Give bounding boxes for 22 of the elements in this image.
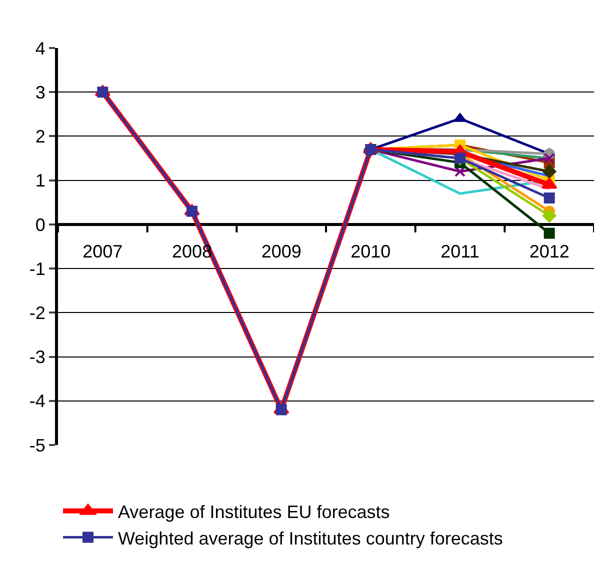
x-tick-label: 2010 xyxy=(350,241,391,262)
point xyxy=(544,152,555,164)
y-tick-label: -4 xyxy=(29,391,46,412)
y-tick-label: -1 xyxy=(29,258,46,279)
x-tick-label: 2009 xyxy=(261,241,302,262)
y-tick-label: 2 xyxy=(35,126,46,147)
point xyxy=(544,228,555,239)
y-tick-label: -2 xyxy=(29,302,46,323)
point xyxy=(544,192,555,204)
y-tick-label: -5 xyxy=(29,435,46,456)
y-tick-label: 4 xyxy=(35,38,46,58)
y-tick-label: 0 xyxy=(35,214,46,235)
point xyxy=(542,208,556,222)
legend-label: Weighted average of Institutes country forecasts xyxy=(118,528,503,548)
x-tick-label: 2012 xyxy=(529,241,570,262)
point xyxy=(542,164,556,178)
y-tick-label: 3 xyxy=(35,82,46,102)
x-tick-label: 2007 xyxy=(82,241,123,262)
y-tick-label: -3 xyxy=(29,347,46,368)
y-tick-label: 1 xyxy=(35,170,46,191)
x-tick-label: 2011 xyxy=(440,241,480,262)
legend-label: Average of Institutes EU forecasts xyxy=(118,502,390,522)
